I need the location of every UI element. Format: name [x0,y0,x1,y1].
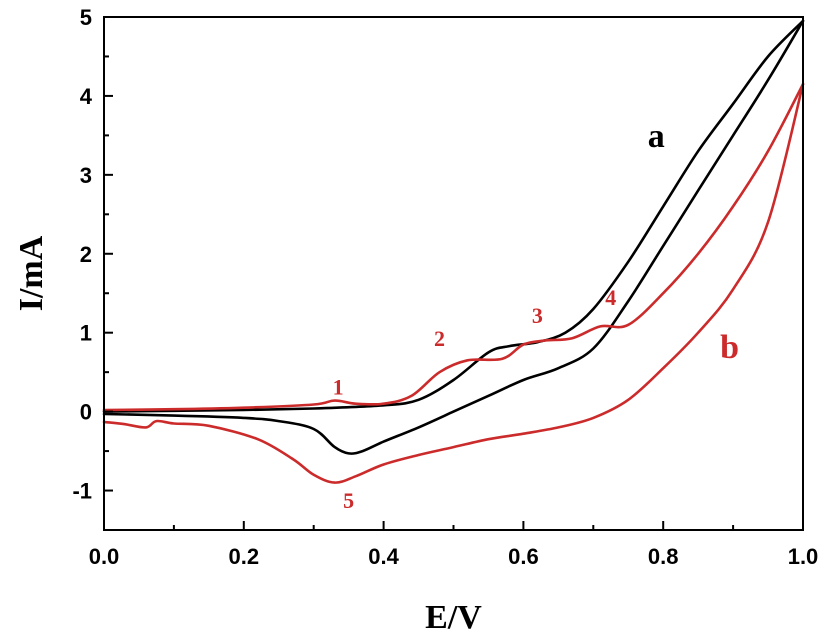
x-tick-label: 0.8 [648,544,679,569]
peak-label-4: 4 [605,285,616,310]
y-tick-label: 1 [80,321,92,346]
peak-label-5: 5 [343,488,354,513]
peak-label-3: 3 [532,303,543,328]
y-tick-label: 0 [80,400,92,425]
x-tick-label: 0.4 [368,544,399,569]
peak-label-1: 1 [333,374,344,399]
x-tick-label: 0.2 [229,544,260,569]
x-axis-title: E/V [425,599,482,636]
series-label-a: a [648,118,665,155]
x-tick-label: 1.0 [788,544,819,569]
y-tick-label: 3 [80,163,92,188]
x-tick-label: 0.6 [508,544,539,569]
series-a-forward-sweep [102,19,805,413]
y-tick-label: 5 [80,5,92,30]
x-axis: 0.0 0.2 0.4 0.6 0.8 1.0 [89,521,819,569]
curve-labels: ab [648,118,739,366]
curves-layer [102,19,805,484]
series-a-reverse-sweep [102,19,805,455]
x-tick-label: 0.0 [89,544,120,569]
y-axis: -1 0 1 2 3 4 5 [72,5,113,531]
y-axis-title: I/mA [13,235,50,311]
plot-frame [103,16,804,531]
series-b-reverse-sweep [102,82,805,484]
y-tick-label: -1 [72,479,92,504]
series-b-forward-sweep [102,82,805,412]
peak-label-2: 2 [434,326,445,351]
series-label-b: b [720,329,739,366]
y-tick-label: 2 [80,242,92,267]
y-tick-label: 4 [80,84,93,109]
peak-annotations: 1 2 3 4 5 [333,285,617,513]
